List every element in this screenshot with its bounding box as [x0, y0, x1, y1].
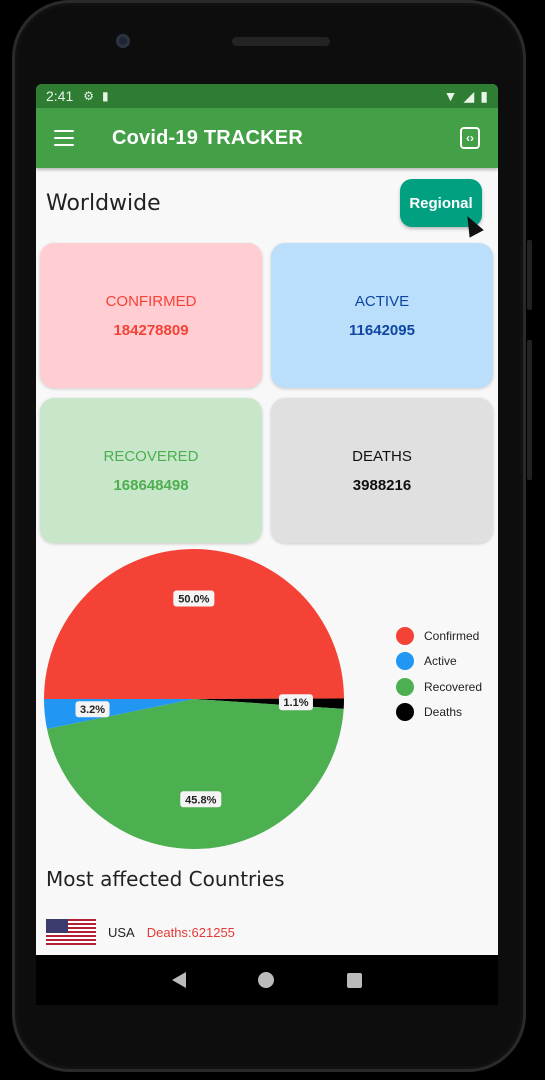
- legend-dot: [396, 703, 414, 722]
- legend-item-active: Active: [396, 649, 482, 675]
- earpiece-speaker: [232, 37, 330, 46]
- recovered-card: RECOVERED 168648498: [40, 398, 262, 543]
- legend-label: Confirmed: [424, 628, 480, 643]
- country-name: USA: [108, 924, 135, 940]
- legend-label: Deaths: [424, 705, 463, 720]
- pie-label-confirmed: 50.0%: [173, 590, 215, 607]
- pie-label-recovered: 45.8%: [180, 791, 222, 808]
- legend-item-confirmed: Confirmed: [396, 623, 482, 649]
- country-row[interactable]: USA Deaths:621255: [40, 891, 494, 945]
- app-title: Covid-19 TRACKER: [112, 126, 303, 149]
- main-content: Worldwide Regional CONFIRMED 184278809 A…: [36, 168, 498, 945]
- sim-card-icon: ▮: [102, 89, 109, 103]
- app-bar: Covid-19 TRACKER ‹›: [36, 108, 498, 168]
- app-screen: 2:41 ⚙ ▮ ▼ ◢ ▮ Covid-19 TRACKER ‹› World…: [36, 84, 498, 955]
- confirmed-card: CONFIRMED 184278809: [40, 243, 262, 388]
- legend-dot: [396, 626, 414, 645]
- pie-slice-confirmed: [44, 549, 344, 699]
- status-bar: 2:41 ⚙ ▮ ▼ ◢ ▮: [36, 84, 498, 108]
- svg-text:45.8%: 45.8%: [185, 794, 216, 806]
- code-swap-icon[interactable]: ‹›: [460, 127, 480, 149]
- card-value: 168648498: [113, 476, 189, 494]
- pie-chart-section: 50.0% 3.2% 45.8% 1.1% Confirmed Active Recove…: [40, 543, 494, 853]
- regional-button-label: Regional: [409, 194, 473, 212]
- back-nav-icon[interactable]: [172, 972, 187, 988]
- legend-label: Recovered: [424, 679, 483, 694]
- deaths-card: DEATHS 3988216: [271, 398, 493, 543]
- card-value: 3988216: [352, 476, 412, 494]
- country-deaths: Deaths:621255: [146, 924, 235, 940]
- usa-flag-icon: [46, 919, 96, 945]
- mouse-cursor-icon: [460, 212, 484, 238]
- card-value: 184278809: [113, 321, 189, 339]
- svg-text:3.2%: 3.2%: [80, 704, 105, 716]
- settings-icon: ⚙: [83, 89, 95, 103]
- pie-label-deaths: 1.1%: [278, 694, 313, 711]
- section-title: Worldwide: [46, 190, 161, 216]
- legend-dot: [396, 652, 414, 671]
- card-label: CONFIRMED: [105, 292, 197, 310]
- system-nav-bar: [36, 955, 498, 1005]
- legend-item-deaths: Deaths: [396, 700, 482, 726]
- status-time: 2:41: [46, 88, 74, 104]
- active-card: ACTIVE 11642095: [271, 243, 493, 388]
- regional-button[interactable]: Regional: [400, 179, 484, 238]
- most-affected-title: Most affected Countries: [46, 867, 285, 891]
- section-header: Worldwide Regional: [40, 168, 494, 238]
- svg-text:50.0%: 50.0%: [178, 594, 209, 606]
- svg-text:1.1%: 1.1%: [283, 697, 308, 709]
- card-label: ACTIVE: [354, 292, 410, 310]
- card-label: DEATHS: [352, 447, 412, 465]
- power-button: [527, 340, 532, 480]
- chart-legend: Confirmed Active Recovered Deaths: [396, 623, 482, 725]
- legend-label: Active: [424, 654, 457, 669]
- volume-button: [527, 240, 532, 310]
- pie-label-active: 3.2%: [75, 701, 110, 718]
- card-label: RECOVERED: [103, 447, 199, 465]
- signal-icon: ◢: [463, 87, 475, 104]
- front-camera: [116, 34, 130, 48]
- legend-dot: [396, 677, 414, 696]
- hamburger-menu-icon[interactable]: [54, 130, 74, 146]
- legend-item-recovered: Recovered: [396, 674, 482, 700]
- card-value: 11642095: [349, 321, 415, 339]
- wifi-icon: ▼: [443, 88, 458, 104]
- pie-slice-recovered: [47, 699, 344, 850]
- battery-icon: ▮: [480, 87, 488, 104]
- pie-chart: 50.0% 3.2% 45.8% 1.1%: [44, 549, 345, 850]
- home-nav-icon[interactable]: [258, 972, 275, 988]
- stats-grid: CONFIRMED 184278809 ACTIVE 11642095 RECO…: [40, 238, 494, 543]
- recents-nav-icon[interactable]: [346, 972, 362, 988]
